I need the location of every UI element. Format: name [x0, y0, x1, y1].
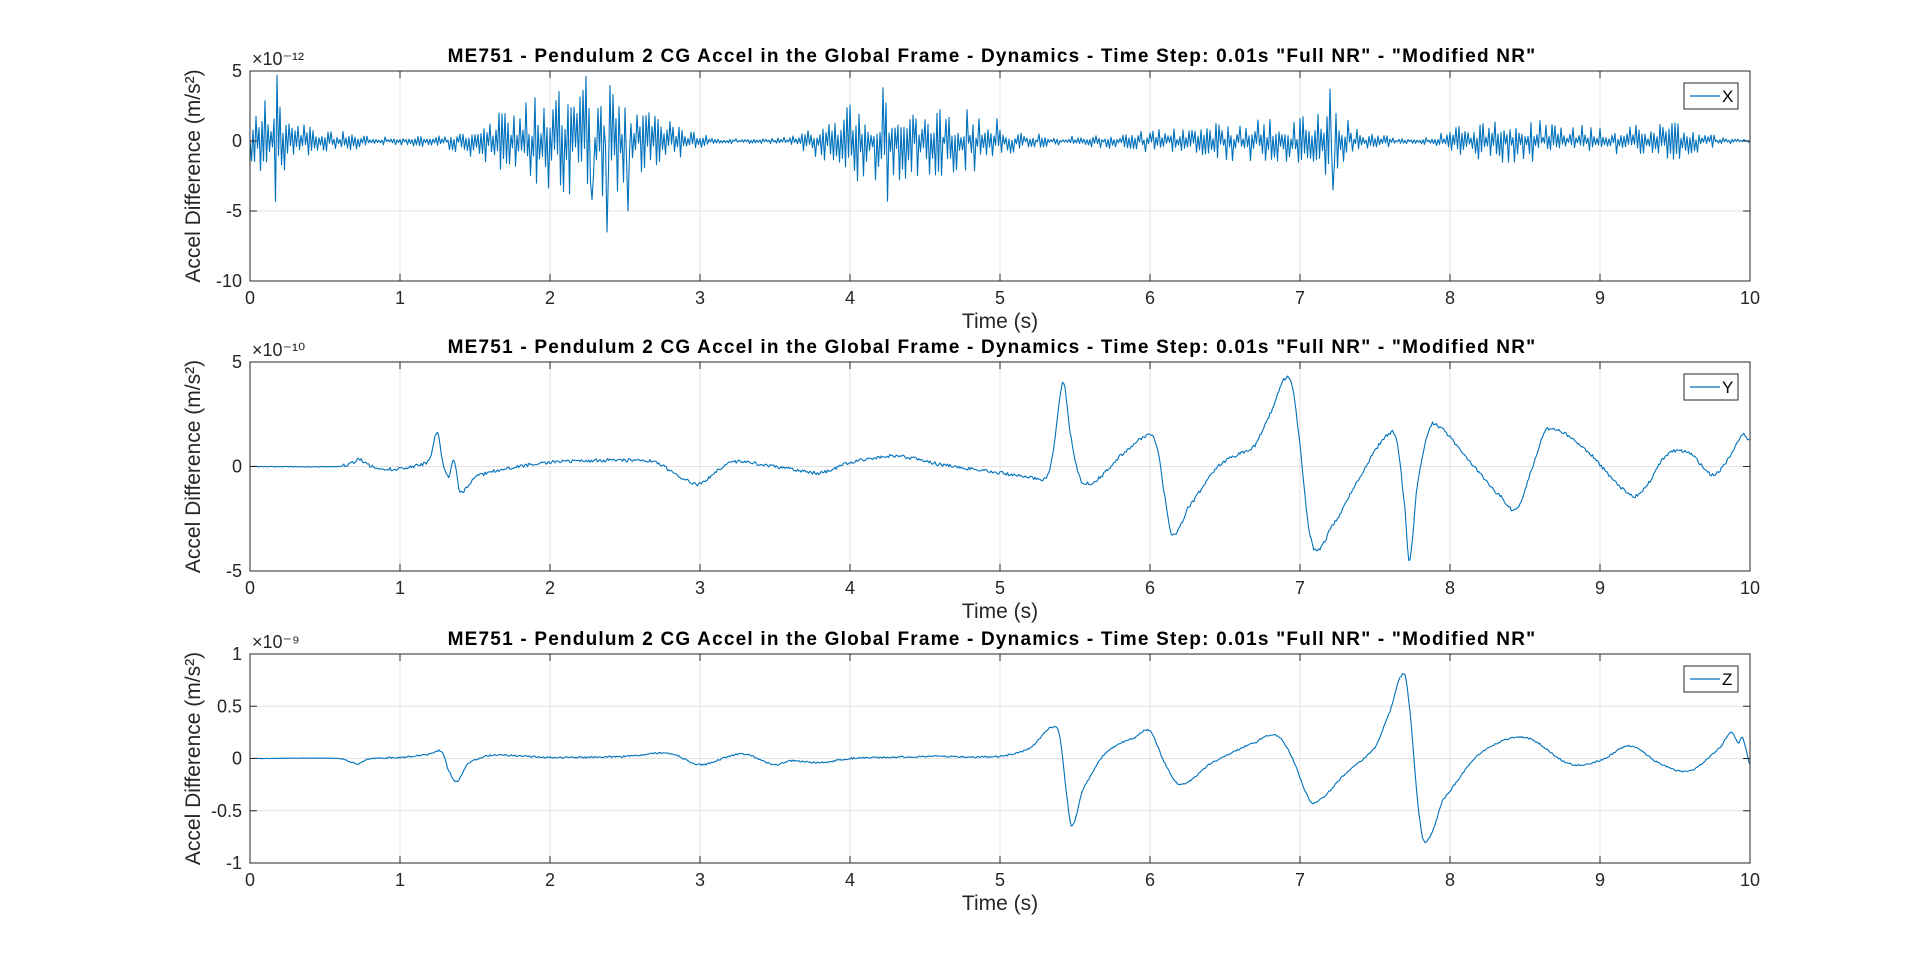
x-tick-label-y-5: 5: [995, 578, 1005, 598]
chart-title-z: ME751 - Pendulum 2 CG Accel in the Globa…: [448, 629, 1537, 650]
legend-label-y: Y: [1722, 378, 1733, 397]
x-tick-label-y-6: 6: [1145, 578, 1155, 598]
x-axis-label-x: Time (s): [962, 310, 1038, 333]
legend-label-x: X: [1722, 87, 1733, 106]
x-tick-label-x-4: 4: [845, 288, 855, 308]
series-line-z: [249, 673, 1751, 844]
y-tick-label-z-0: -1: [226, 853, 242, 873]
y-tick-label-z-1: -0.5: [211, 801, 242, 821]
y-axis-label-y: Accel Difference (m/s²): [182, 360, 205, 573]
x-tick-label-z-4: 4: [845, 870, 855, 890]
x-tick-label-y-8: 8: [1445, 578, 1455, 598]
x-tick-label-x-1: 1: [395, 288, 405, 308]
x-tick-label-x-5: 5: [995, 288, 1005, 308]
y-tick-label-z-3: 0.5: [217, 696, 242, 716]
x-tick-label-z-1: 1: [395, 870, 405, 890]
x-tick-label-y-4: 4: [845, 578, 855, 598]
y-tick-label-x-3: 5: [232, 61, 242, 81]
legend-label-z: Z: [1722, 670, 1732, 689]
chart-title-x: ME751 - Pendulum 2 CG Accel in the Globa…: [448, 46, 1537, 67]
y-tick-label-y-0: -5: [226, 561, 242, 581]
y-tick-label-x-2: 0: [232, 131, 242, 151]
x-tick-label-z-5: 5: [995, 870, 1005, 890]
x-tick-label-y-0: 0: [245, 578, 255, 598]
y-exponent-label-y: ×10⁻¹⁰: [252, 340, 305, 360]
x-tick-label-z-10: 10: [1740, 870, 1760, 890]
y-tick-label-y-1: 0: [232, 457, 242, 477]
y-exponent-label-z: ×10⁻⁹: [252, 632, 300, 652]
x-tick-label-x-7: 7: [1295, 288, 1305, 308]
y-exponent-label-x: ×10⁻¹²: [252, 49, 304, 69]
x-tick-label-x-0: 0: [245, 288, 255, 308]
x-tick-label-y-9: 9: [1595, 578, 1605, 598]
x-tick-label-y-7: 7: [1295, 578, 1305, 598]
y-axis-label-x: Accel Difference (m/s²): [182, 69, 205, 282]
x-tick-label-x-10: 10: [1740, 288, 1760, 308]
x-tick-label-z-6: 6: [1145, 870, 1155, 890]
series-line-y: [249, 375, 1751, 561]
subplot-y: 0 1 2 3 4 5 6 7 8 9 10-505×10⁻¹⁰ ME751 - Pendulum 2…: [182, 337, 1760, 623]
subplot-x: 0 1 2 3 4 5 6 7 8 9 10 -10 -5 0 5 ×10⁻¹² ME751 - Pendulu…: [182, 46, 1760, 333]
x-tick-label-x-3: 3: [695, 288, 705, 308]
x-tick-label-y-1: 1: [395, 578, 405, 598]
x-tick-label-x-6: 6: [1145, 288, 1155, 308]
x-tick-label-z-3: 3: [695, 870, 705, 890]
x-tick-label-x-8: 8: [1445, 288, 1455, 308]
chart-title-y: ME751 - Pendulum 2 CG Accel in the Globa…: [448, 337, 1537, 358]
y-tick-label-y-2: 5: [232, 352, 242, 372]
x-tick-label-z-7: 7: [1295, 870, 1305, 890]
x-tick-label-z-0: 0: [245, 870, 255, 890]
y-tick-label-z-2: 0: [232, 749, 242, 769]
x-tick-label-y-10: 10: [1740, 578, 1760, 598]
x-axis-label-y: Time (s): [962, 600, 1038, 623]
y-tick-label-x-1: -5: [226, 201, 242, 221]
subplot-z: 0 1 2 3 4 5 6 7 8 9 10 -1 -0.5 0 0.5 1 ×10⁻⁹ ME751 - Pend…: [182, 629, 1760, 915]
x-axis-label-z: Time (s): [962, 892, 1038, 915]
x-tick-label-z-9: 9: [1595, 870, 1605, 890]
y-tick-label-x-0: -10: [216, 271, 242, 291]
x-tick-label-x-9: 9: [1595, 288, 1605, 308]
x-tick-label-z-8: 8: [1445, 870, 1455, 890]
series-line-x: [249, 74, 1751, 233]
x-tick-label-x-2: 2: [545, 288, 555, 308]
x-tick-label-y-2: 2: [545, 578, 555, 598]
x-tick-label-z-2: 2: [545, 870, 555, 890]
y-axis-label-z: Accel Difference (m/s²): [182, 652, 205, 865]
y-tick-label-z-4: 1: [232, 644, 242, 664]
x-tick-label-y-3: 3: [695, 578, 705, 598]
